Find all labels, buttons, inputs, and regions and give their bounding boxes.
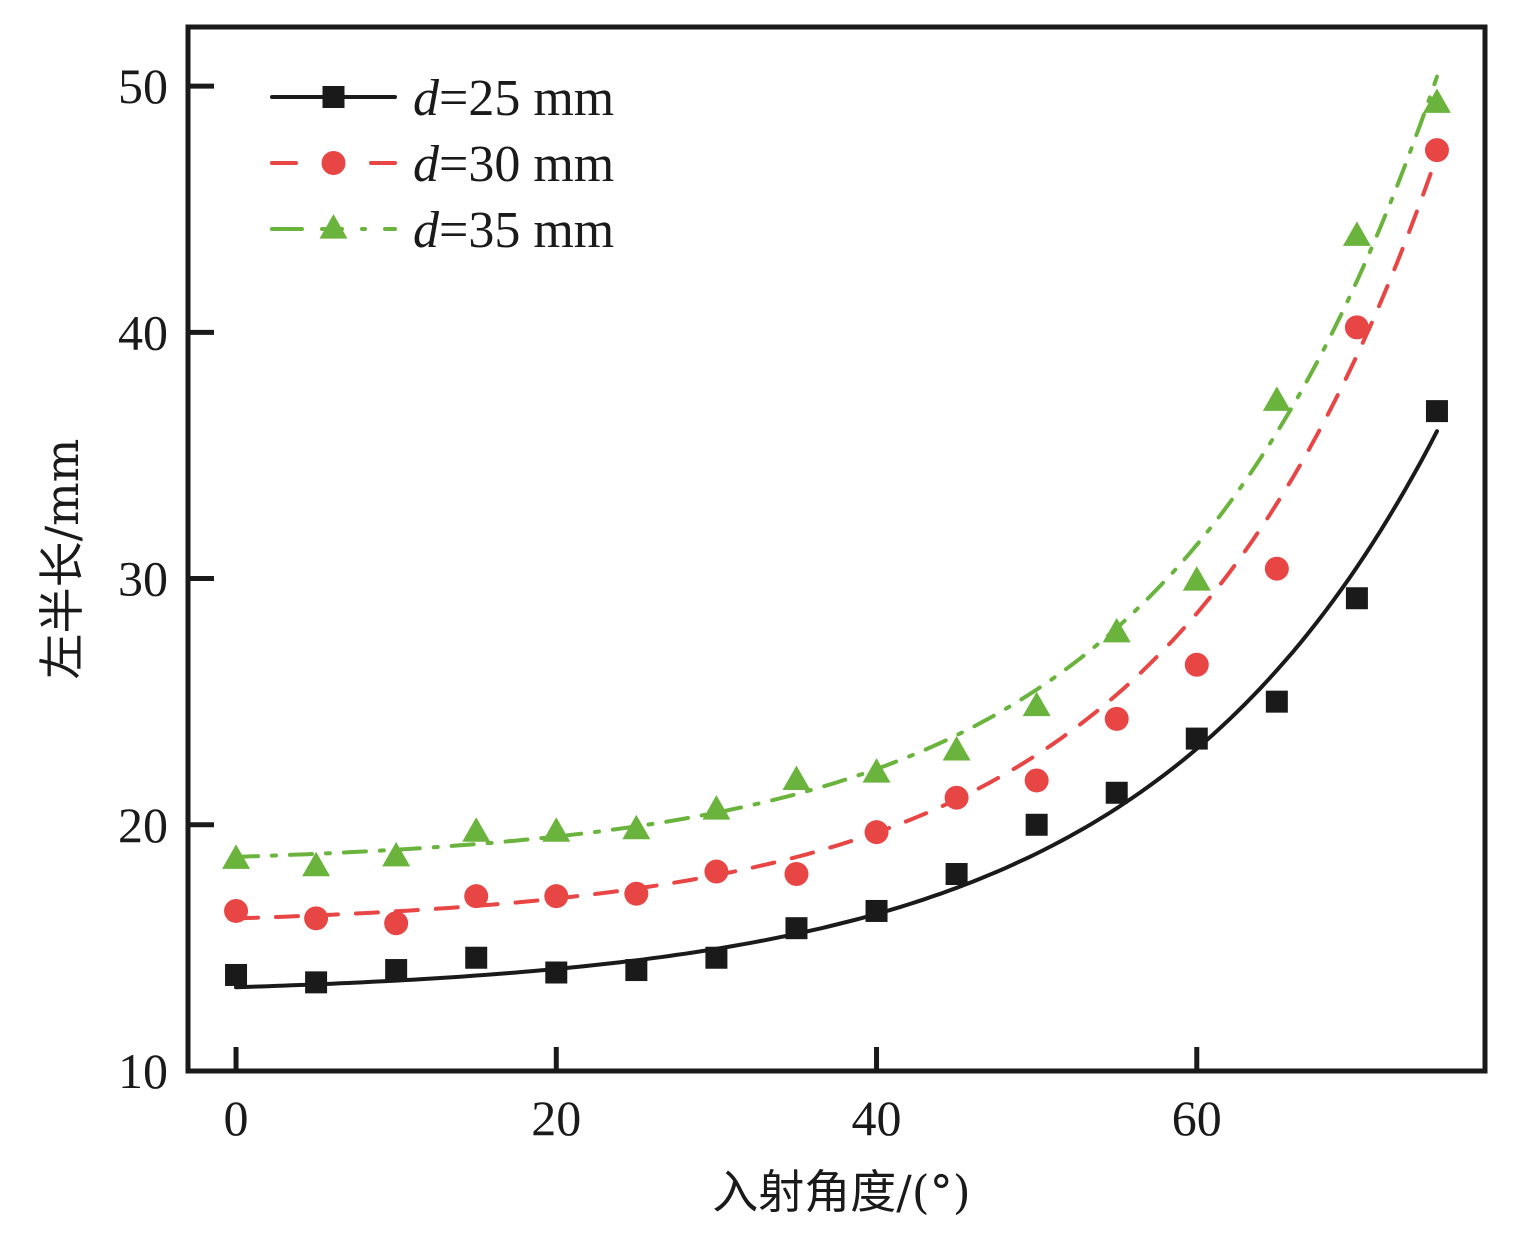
data-point-triangle [1022,691,1051,717]
data-point-circle [784,862,809,887]
data-point-square [385,959,408,982]
data-point-square [305,971,328,994]
x-tick-label: 40 [852,1090,902,1146]
y-tick-label: 30 [118,551,168,607]
data-point-circle [1264,556,1289,581]
y-tick-label: 20 [118,797,168,853]
x-axis-title: 入射角度/(°) [712,1165,970,1219]
data-point-square [1105,781,1128,804]
data-point-triangle [462,817,491,842]
data-point-square [1425,400,1448,423]
y-tick-label: 40 [118,304,168,360]
data-point-triangle [702,795,731,820]
data-point-square [705,946,728,969]
data-point-triangle [942,736,971,761]
legend-marker-circle [321,151,346,175]
legend-label: d=30 mm [413,136,614,193]
data-point-square [945,863,968,886]
data-point-square [465,946,488,969]
data-point-square [785,917,808,940]
x-tick-label: 0 [224,1090,249,1146]
data-point-triangle [1102,617,1131,643]
data-point-circle [1024,768,1049,793]
data-point-triangle [1342,221,1371,246]
data-point-circle [224,898,249,923]
data-point-square [625,959,648,982]
plot-frame [185,24,1488,1074]
data-point-circle [1424,138,1449,163]
data-point-square [1025,813,1048,836]
data-point-square [1185,727,1208,750]
data-point-triangle [382,841,411,867]
data-point-triangle [542,817,571,842]
data-point-triangle [862,758,891,783]
data-point-square [865,899,888,922]
data-point-circle [1104,706,1129,731]
data-point-circle [384,911,409,936]
data-point-triangle [782,765,811,791]
data-point-circle [864,820,889,845]
data-point-triangle [302,851,331,877]
legend-label-var: d [413,70,440,127]
data-point-triangle [1182,566,1211,591]
fit-lines [234,74,1439,990]
data-point-circle [464,884,489,909]
legend-label-rest: =25 mm [439,70,614,127]
x-tick-label: 60 [1172,1090,1222,1146]
data-point-square [1265,690,1288,713]
data-point-square [225,963,248,986]
legend-label-rest: =35 mm [439,202,614,259]
data-point-square [1345,587,1368,610]
data-point-square [545,961,568,984]
x-tick-label: 20 [531,1090,581,1146]
data-point-circle [544,884,569,909]
data-markers [222,88,1451,994]
data-point-circle [304,906,329,931]
y-tick-label: 10 [118,1043,168,1099]
data-point-circle [624,881,649,906]
fit-line-d-35-mm [234,74,1439,859]
x-ticks: 0 20 40 60 [224,1047,1222,1146]
data-point-circle [944,785,969,810]
legend-marker-square [322,86,345,108]
legend-label: d=35 mm [413,202,614,259]
legend-label: d=25 mm [413,70,614,127]
data-point-triangle [622,814,651,840]
legend-label-var: d [413,202,440,259]
y-axis-title: 左半长/mm [35,439,89,680]
legend-marker-triangle [319,214,348,239]
legend: d=25 mmd=30 mmd=35 mm [270,70,614,259]
data-point-circle [704,859,729,884]
data-point-triangle [1262,386,1291,411]
fit-line-d-25-mm [234,429,1439,990]
y-tick-label: 50 [118,58,168,114]
data-point-circle [1184,652,1209,677]
data-point-circle [1344,315,1369,340]
legend-label-rest: =30 mm [439,136,614,193]
data-point-triangle [1422,88,1451,113]
fit-line-d-30-mm [234,153,1439,921]
legend-label-var: d [413,136,440,193]
data-point-triangle [222,844,251,869]
y-ticks: 10 20 30 40 50 [118,58,214,1099]
axes [185,24,1488,1074]
